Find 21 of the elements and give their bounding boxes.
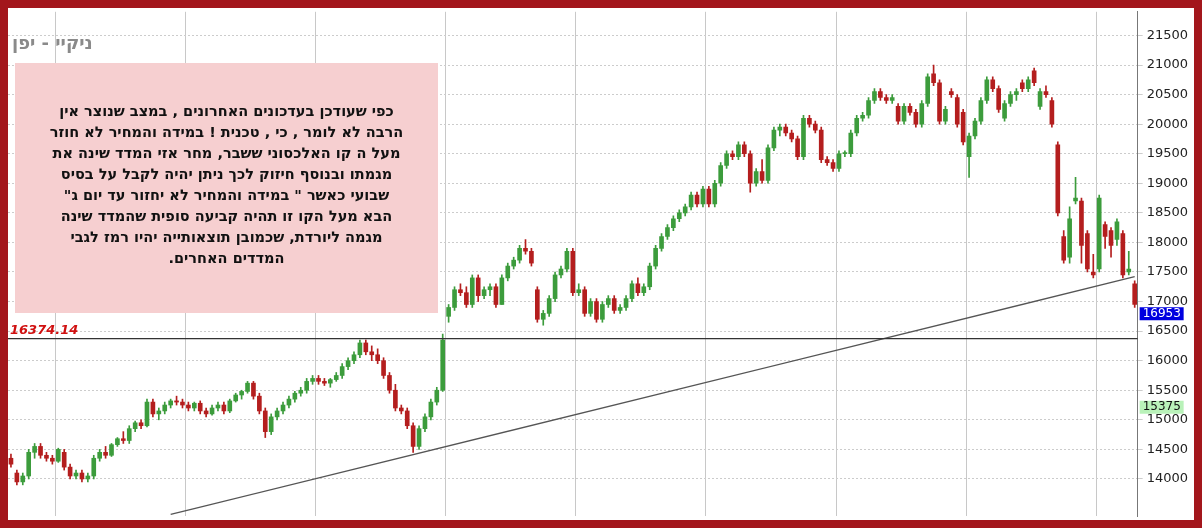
ref-line-label: 16374.14 (10, 322, 79, 338)
text: ניקיי - יפן (12, 32, 93, 53)
y-tick-label: 18000 (1146, 233, 1188, 249)
y-tick-label: 16500 (1146, 322, 1188, 338)
y-tick-label: 17500 (1146, 263, 1188, 279)
y-tick-label: 21500 (1146, 26, 1188, 42)
y-tick-label: 20500 (1146, 85, 1188, 101)
y-tick-label: 17000 (1146, 292, 1188, 308)
y-tick-label: 19000 (1146, 174, 1188, 190)
y-tick-label: 15500 (1146, 381, 1188, 397)
text: 15375 (1142, 399, 1181, 414)
y-tick-label: 14000 (1146, 470, 1188, 486)
y-tick-label: 21000 (1146, 56, 1188, 72)
y-tick-label: 15000 (1146, 411, 1188, 427)
text: 16953 (1142, 305, 1181, 320)
y-tick-label: 18500 (1146, 204, 1188, 220)
y-tick-label: 14500 (1146, 440, 1188, 456)
y-tick-label: 19500 (1146, 145, 1188, 161)
y-tick-label: 16000 (1146, 352, 1188, 368)
y-tick-label: 20000 (1146, 115, 1188, 131)
note-box: כפי שעודכן בעדכונים האחרונים , במצב שנוצר אין הרבה לא לומר , כי , טכנית ! במידה והמחיר לא חוזר מעל ה קו האלכסוני ששבר, מחר אזי המדד שינה את מגמתו ובנוסף חיזוק לכך ניתן יהיה לקבל על בסיס שבועי כאשר " במידה והמחיר לא יחזור עד יום ג" הבא מעל הקו זו תהיה קביעה סופית שהמדד שינה מגמה ליורדת, שכמובן תוצאותייה יהיו רמז לגבי המדדים האחרים. (15, 63, 438, 313)
